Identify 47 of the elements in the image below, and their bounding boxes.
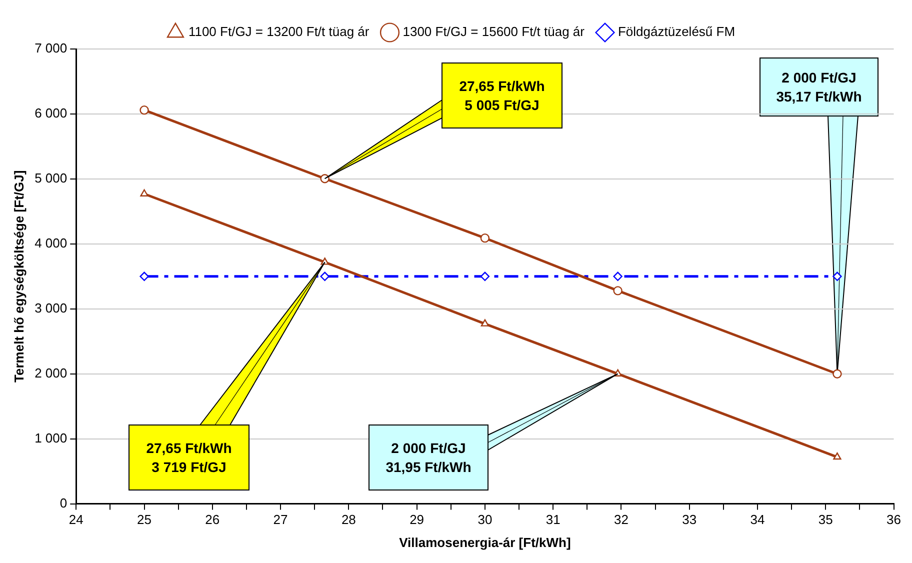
y-tick-label: 3 000	[34, 300, 68, 316]
point	[480, 272, 490, 281]
annotation: 2 000 Ft/GJ 35,17 Ft/kWh	[776, 70, 862, 104]
point	[140, 189, 148, 196]
x-tick-label: 33	[682, 512, 697, 528]
y-tick-label: 1 000	[34, 430, 68, 446]
callout: 27,65 Ft/kWh 3 719 Ft/GJ	[128, 262, 326, 490]
y-tick-label: 6 000	[34, 106, 68, 121]
x-tick-label: 25	[137, 512, 152, 528]
point	[613, 272, 622, 281]
x-tick-label: 35	[818, 512, 833, 528]
x-tick-label: 27	[273, 512, 288, 528]
x-tick-label: 30	[478, 512, 492, 528]
legend-label: 1300 Ft/GJ = 15600 Ft/t tüag ár	[402, 24, 586, 40]
y-tick-label: 0	[60, 495, 68, 510]
point	[140, 272, 149, 281]
callout: 2 000 Ft/GJ 35,17 Ft/kWh	[760, 58, 878, 374]
callout: 2 000 Ft/GJ 31,95 Ft/kWh	[368, 373, 618, 490]
y-tick-label: 5 000	[34, 170, 68, 186]
x-tick-label: 26	[205, 512, 220, 528]
x-tick-label: 24	[68, 512, 84, 528]
x-tick-label: 32	[614, 512, 628, 528]
annotation: 27,65 Ft/kWh 5 005 Ft/GJ	[459, 78, 545, 113]
x-tick-label: 29	[410, 512, 424, 528]
y-tick-label: 7 000	[34, 40, 68, 56]
annotation: 27,65 Ft/kWh 3 719 Ft/GJ	[146, 440, 232, 475]
y-axis-title: Termelt hő egységköltsége [Ft/GJ]	[11, 170, 26, 382]
point	[613, 286, 622, 296]
y-tick-label: 4 000	[34, 235, 68, 250]
point	[480, 319, 490, 326]
point	[140, 105, 149, 115]
x-axis-title: Villamosenergia-ár [Ft/kWh]	[399, 534, 571, 550]
x-tick-label: 28	[341, 512, 356, 528]
callout: 27,65 Ft/kWh 5 005 Ft/GJ	[324, 62, 562, 180]
x-tick-label: 34	[750, 512, 765, 528]
legend-label: 1100 Ft/GJ = 13200 Ft/t tüag ár	[188, 24, 370, 40]
point	[480, 233, 490, 243]
point	[833, 452, 842, 460]
x-tick-label: 36	[886, 512, 902, 528]
point	[320, 272, 330, 281]
point	[320, 174, 330, 184]
x-tick-label: 31	[546, 512, 560, 528]
y-tick-label: 2 000	[34, 365, 68, 380]
legend-label: Földgáztüzelésű FM	[618, 24, 736, 40]
annotation: 2 000 Ft/GJ 31,95 Ft/kWh	[386, 440, 472, 475]
point	[832, 369, 842, 378]
point	[832, 272, 842, 281]
